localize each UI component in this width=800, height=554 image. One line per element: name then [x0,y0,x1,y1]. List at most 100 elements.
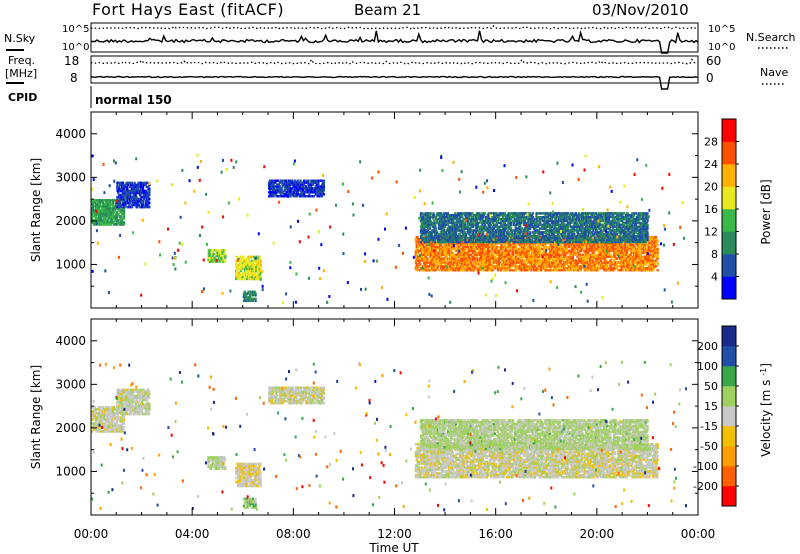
echo-cell [488,249,491,253]
echo-cell [428,269,431,272]
echo-cell [532,245,535,249]
echo-cell [425,243,428,247]
echo-cell [113,209,116,212]
echo-cell [491,245,494,249]
echo-cell [489,263,492,266]
echo-cell [527,247,530,251]
echo-cell [252,277,255,281]
echo-cell [497,257,500,260]
echo-cell [429,241,432,245]
echo-cell [525,247,528,251]
echo-cell [237,277,241,281]
echo-cell [106,211,109,214]
echo-cell [451,265,454,268]
echo-cell [422,253,425,256]
plot-title: Fort Hays East (fitACF) [92,0,284,19]
echo-cell [294,179,297,182]
echo-cell [120,215,123,218]
echo-cell [493,247,496,251]
echo-cell [250,292,253,295]
echo-cell [304,189,307,192]
echo-cell [523,251,526,254]
echo-cell [110,215,113,218]
echo-cell [417,240,420,243]
echo-cell [125,197,128,201]
echo-cell [424,269,427,272]
echo-cell [445,251,448,254]
echo-cell [289,187,292,190]
echo-cell [96,213,99,216]
echo-cell [252,261,255,265]
echo-cell [317,183,320,186]
echo-cell [524,255,528,258]
echo-cell [251,267,254,271]
echo-cell [102,221,105,224]
echo-cell [479,269,482,272]
echo-cell [254,297,257,301]
echo-cell [307,195,310,198]
echo-cell [295,195,299,198]
echo-cell [102,205,105,208]
nave-trace [90,58,699,65]
echo-cell [303,179,306,182]
echo-cell [496,249,500,253]
echo-cell [322,183,325,186]
echo-cell [443,249,446,253]
echo-cell [480,257,483,260]
echo-cell [221,252,224,256]
echo-cell [486,259,490,262]
echo-cell [477,261,480,264]
echo-cell [426,267,429,270]
echo-cell [259,267,262,271]
echo-cell [124,191,127,195]
echo-cell [271,193,274,196]
echo-cell [494,249,497,253]
echo-cell [529,245,532,249]
echo-cell [312,189,315,192]
echo-cell [528,261,531,264]
echo-cell [256,259,259,263]
echo-cell [511,265,514,268]
echo-cell [421,241,424,245]
echo-cell [148,197,151,201]
echo-cell [533,257,536,260]
echo-cell [435,253,438,256]
freq-panel: Freq. [MHz] 18 8 60 0 Nave [5,54,788,90]
echo-cell [472,255,475,258]
echo-cell [503,251,506,254]
echo-cell [290,183,293,186]
echo-cell [523,267,527,270]
echo-cell [100,219,103,222]
echo-cell [477,249,481,253]
echo-cell [534,249,537,253]
echo-cell [459,257,463,260]
echo-cell [244,271,247,275]
echo-cell [148,201,151,205]
echo-cell [122,187,125,191]
echo-cell [105,223,108,226]
echo-cell [506,255,509,258]
echo-cell [120,211,123,214]
echo-cell [118,205,121,209]
echo-cell [468,243,471,247]
echo-cell [291,187,294,190]
echo-cell [296,189,299,192]
echo-cell [121,213,124,216]
echo-cell [477,269,481,272]
echo-cell [317,185,320,188]
echo-cell [257,269,260,273]
echo-cell [449,249,453,253]
echo-cell [130,183,133,187]
echo-cell [310,185,313,188]
echo-cell [418,257,421,260]
echo-cell [118,215,121,218]
echo-cell [127,201,130,205]
echo-cell [504,257,507,260]
echo-cell [478,257,481,260]
echo-cell [246,269,249,273]
nsky-tick-bottom: 10^0 [62,42,89,53]
echo-cell [314,179,317,182]
echo-cell [471,249,474,253]
echo-cell [245,294,248,297]
